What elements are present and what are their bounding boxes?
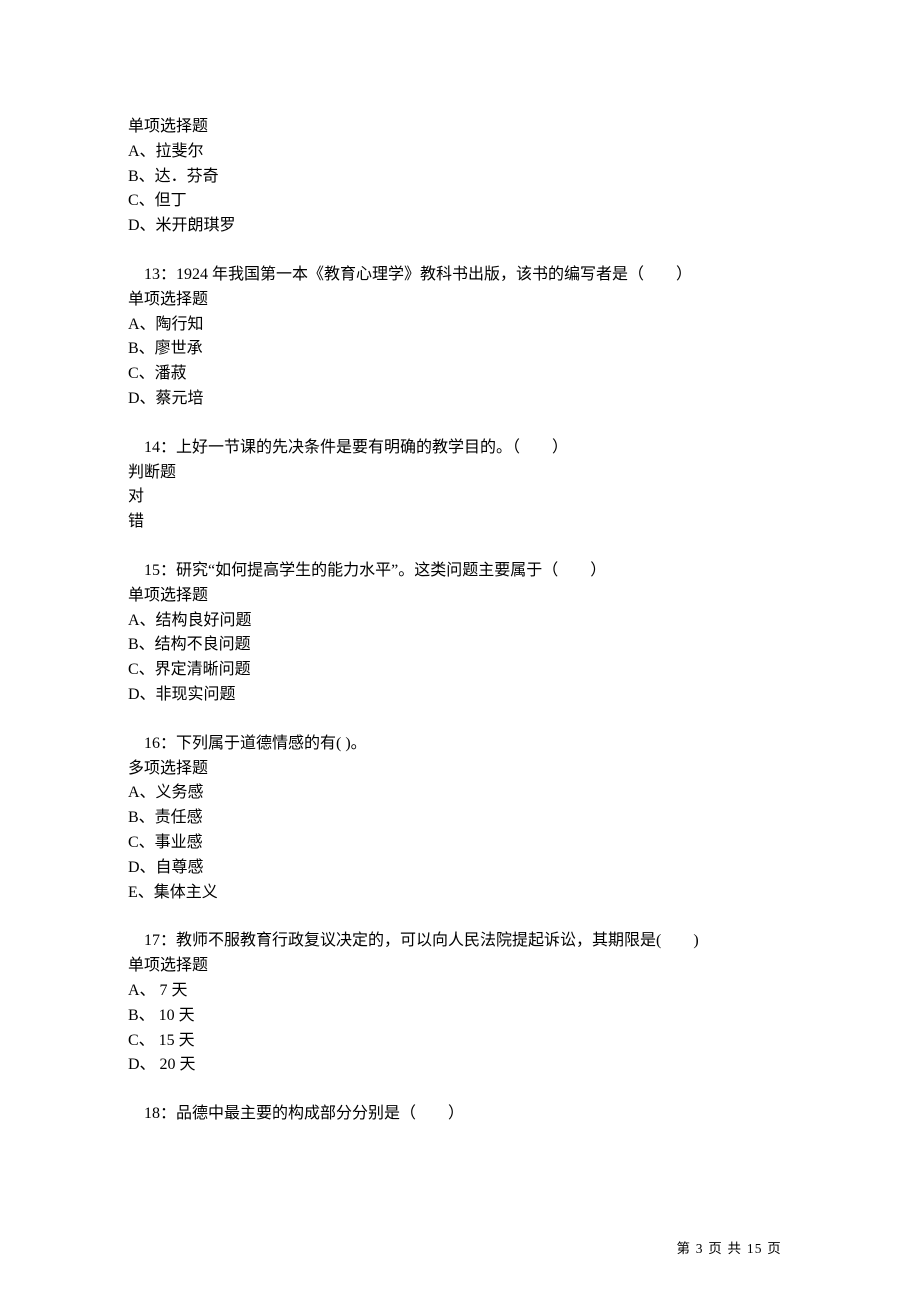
question-14-option-true: 对 bbox=[128, 485, 792, 510]
question-13-type: 单项选择题 bbox=[128, 288, 792, 313]
question-16-option-a: A、义务感 bbox=[128, 781, 792, 806]
question-15-type: 单项选择题 bbox=[128, 584, 792, 609]
question-15-option-a: A、结构良好问题 bbox=[128, 609, 792, 634]
question-13-option-d: D、蔡元培 bbox=[128, 387, 792, 412]
question-14: 14：上好一节课的先决条件是要有明确的教学目的。（ ） 判断题 对 错 bbox=[128, 436, 792, 535]
question-12-option-a: A、拉斐尔 bbox=[128, 140, 792, 165]
question-12-option-c: C、但丁 bbox=[128, 189, 792, 214]
question-18-title: 18：品德中最主要的构成部分分别是（ ） bbox=[128, 1102, 792, 1127]
question-14-type: 判断题 bbox=[128, 461, 792, 486]
question-14-title: 14：上好一节课的先决条件是要有明确的教学目的。（ ） bbox=[128, 436, 792, 461]
question-15-option-d: D、非现实问题 bbox=[128, 683, 792, 708]
question-12-option-b: B、达．芬奇 bbox=[128, 165, 792, 190]
question-15-title: 15：研究“如何提高学生的能力水平”。这类问题主要属于（ ） bbox=[128, 559, 792, 584]
question-16-option-c: C、事业感 bbox=[128, 831, 792, 856]
question-16-title: 16：下列属于道德情感的有( )。 bbox=[128, 732, 792, 757]
question-16: 16：下列属于道德情感的有( )。 多项选择题 A、义务感 B、责任感 C、事业… bbox=[128, 732, 792, 906]
question-16-option-d: D、自尊感 bbox=[128, 856, 792, 881]
question-17-option-a: A、 7 天 bbox=[128, 979, 792, 1004]
question-17-option-d: D、 20 天 bbox=[128, 1053, 792, 1078]
question-17-option-b: B、 10 天 bbox=[128, 1004, 792, 1029]
question-15-option-c: C、界定清晰问题 bbox=[128, 658, 792, 683]
question-13-title: 13：1924 年我国第一本《教育心理学》教科书出版，该书的编写者是（ ） bbox=[128, 263, 792, 288]
question-16-option-e: E、集体主义 bbox=[128, 881, 792, 906]
question-15-option-b: B、结构不良问题 bbox=[128, 633, 792, 658]
question-13-option-a: A、陶行知 bbox=[128, 313, 792, 338]
question-17: 17：教师不服教育行政复议决定的，可以向人民法院提起诉讼，其期限是( ) 单项选… bbox=[128, 929, 792, 1078]
question-16-type: 多项选择题 bbox=[128, 757, 792, 782]
question-13-option-c: C、潘菽 bbox=[128, 362, 792, 387]
question-12-partial: 单项选择题 A、拉斐尔 B、达．芬奇 C、但丁 D、米开朗琪罗 bbox=[128, 115, 792, 239]
question-17-type: 单项选择题 bbox=[128, 954, 792, 979]
question-12-type: 单项选择题 bbox=[128, 115, 792, 140]
question-14-option-false: 错 bbox=[128, 510, 792, 535]
question-17-option-c: C、 15 天 bbox=[128, 1029, 792, 1054]
question-13-option-b: B、廖世承 bbox=[128, 337, 792, 362]
page-footer: 第 3 页 共 15 页 bbox=[676, 1239, 782, 1260]
question-15: 15：研究“如何提高学生的能力水平”。这类问题主要属于（ ） 单项选择题 A、结… bbox=[128, 559, 792, 708]
question-16-option-b: B、责任感 bbox=[128, 806, 792, 831]
question-17-title: 17：教师不服教育行政复议决定的，可以向人民法院提起诉讼，其期限是( ) bbox=[128, 929, 792, 954]
question-18-partial: 18：品德中最主要的构成部分分别是（ ） bbox=[128, 1102, 792, 1127]
question-13: 13：1924 年我国第一本《教育心理学》教科书出版，该书的编写者是（ ） 单项… bbox=[128, 263, 792, 412]
question-12-option-d: D、米开朗琪罗 bbox=[128, 214, 792, 239]
